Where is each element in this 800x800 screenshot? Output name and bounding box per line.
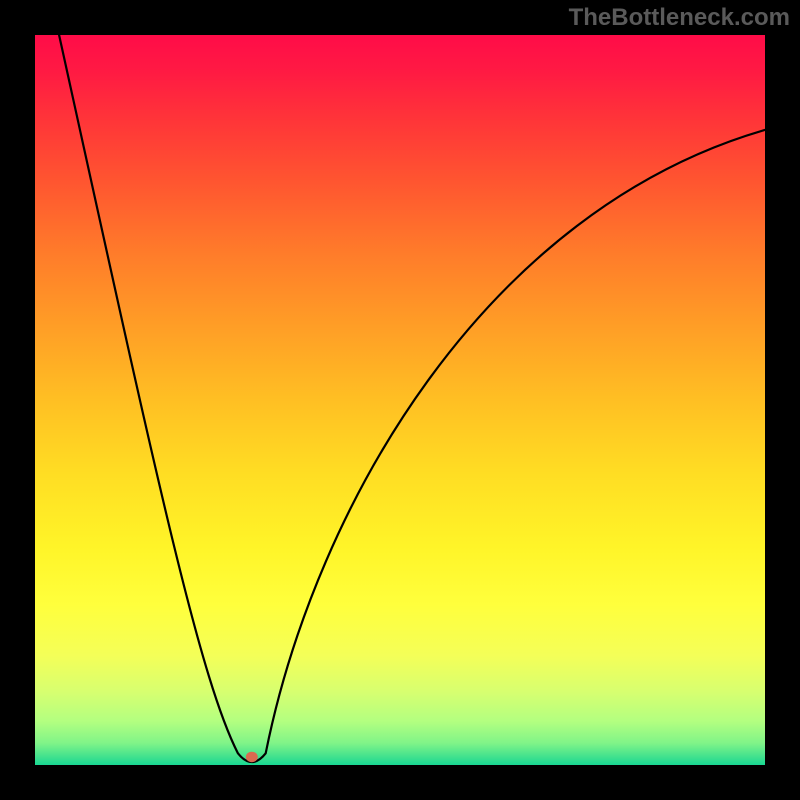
optimum-marker (246, 752, 258, 763)
chart-stage: TheBottleneck.com (0, 0, 800, 800)
watermark-text: TheBottleneck.com (569, 4, 790, 32)
plot-svg (35, 35, 765, 765)
plot-area (35, 35, 765, 765)
bottleneck-curve (59, 35, 765, 762)
